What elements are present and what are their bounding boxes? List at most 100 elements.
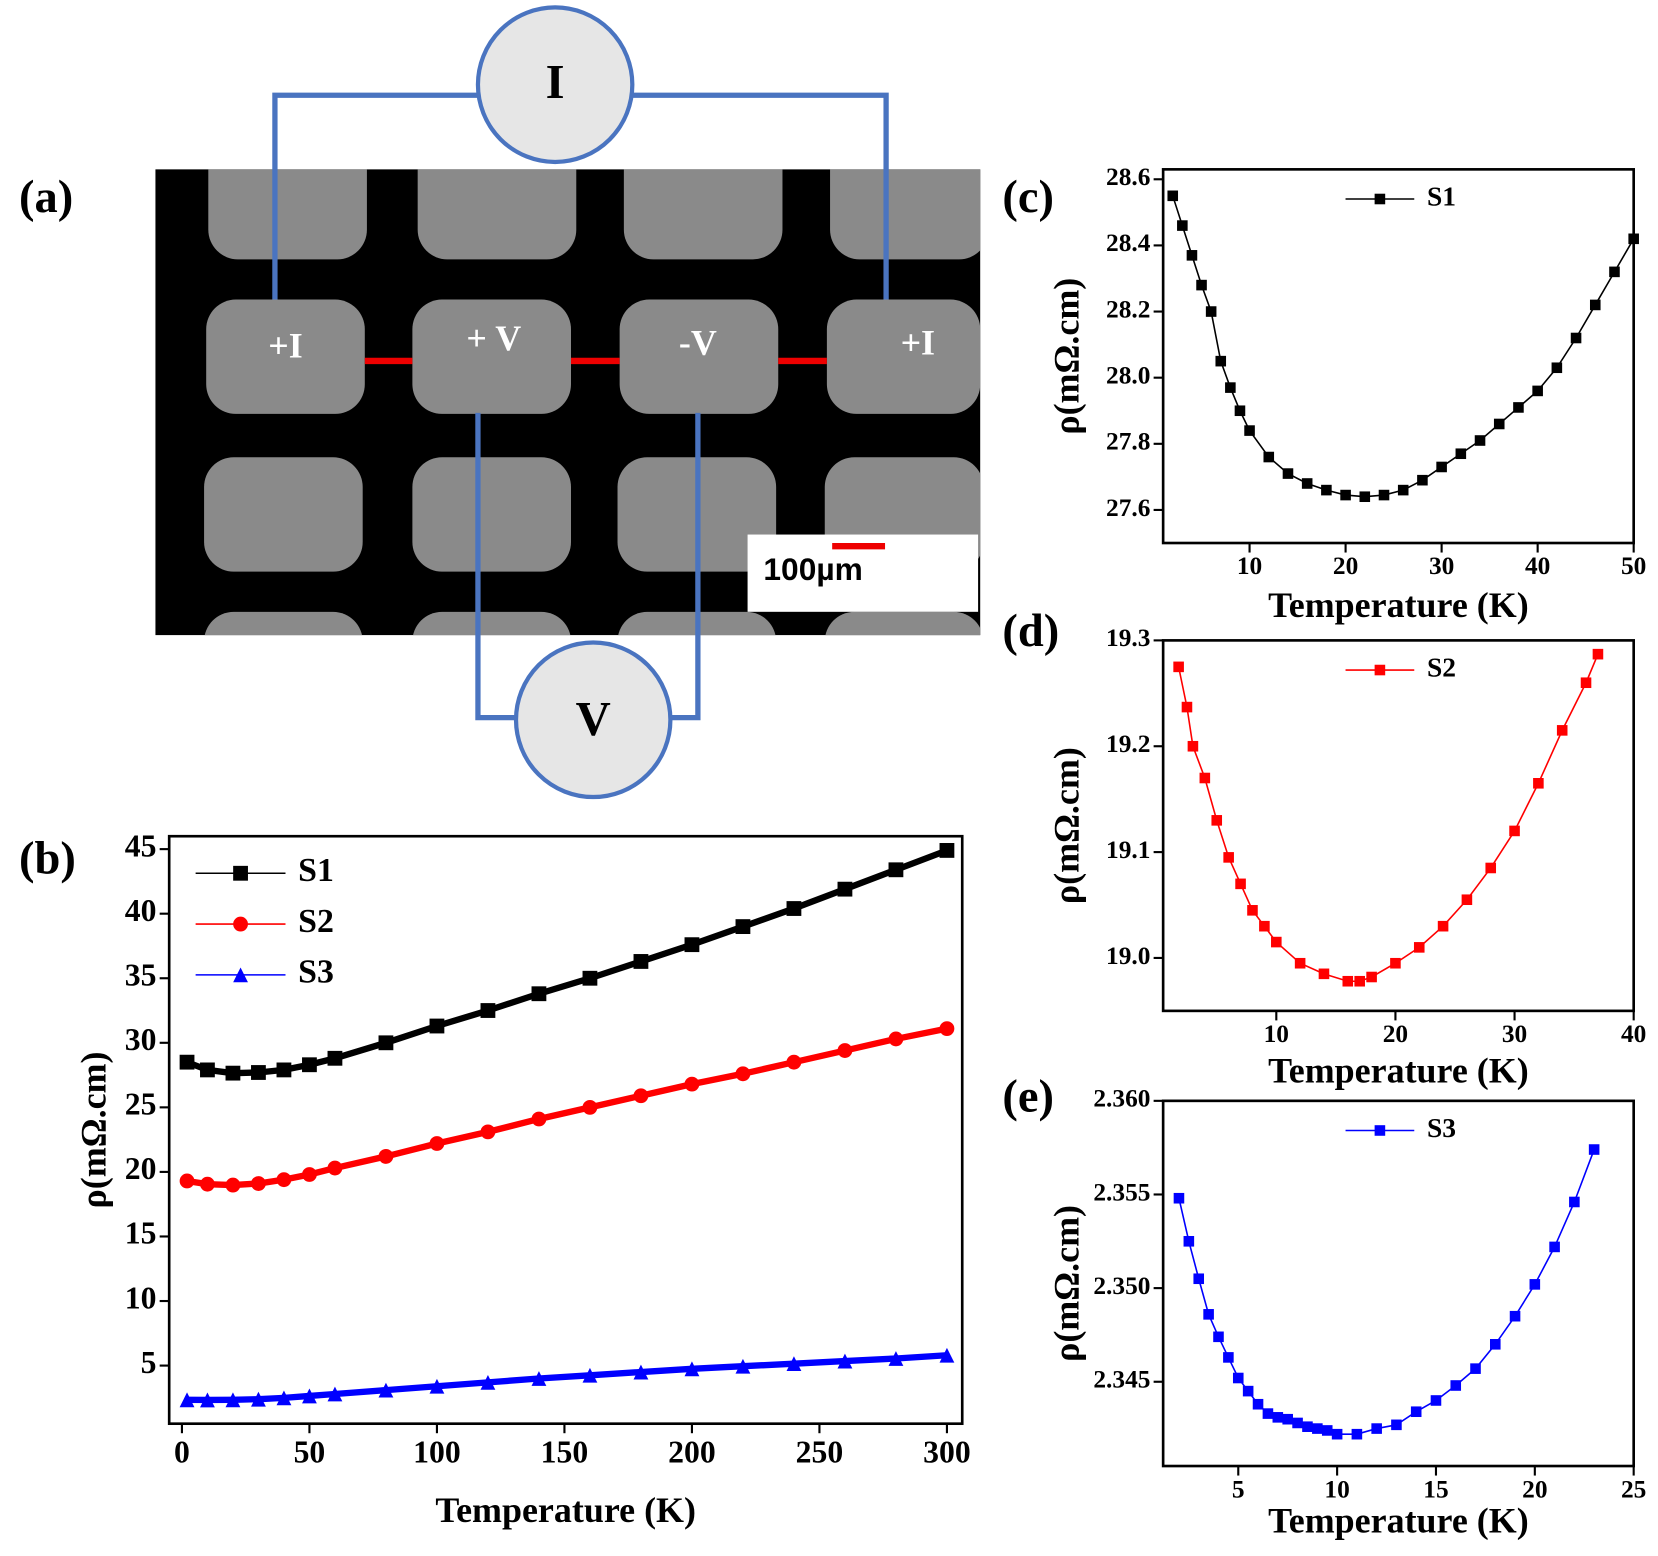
y-axis-label: ρ(mΩ.cm) xyxy=(1046,278,1086,435)
plot-frame xyxy=(1161,639,1636,1013)
data-point xyxy=(1549,1241,1560,1253)
data-point xyxy=(1272,1412,1284,1423)
data-point xyxy=(1342,975,1354,987)
data-point xyxy=(1378,489,1390,501)
data-point xyxy=(786,901,802,916)
data-point xyxy=(1292,1417,1303,1429)
panel-label: (d) xyxy=(1002,606,1059,657)
data-point xyxy=(1321,484,1332,496)
data-point xyxy=(1533,778,1544,789)
x-tick-label: 25 xyxy=(1621,1475,1646,1503)
data-point xyxy=(888,862,904,878)
data-point xyxy=(200,1176,215,1192)
data-point xyxy=(302,1388,317,1404)
y-tick-label: 27.8 xyxy=(1106,428,1150,456)
data-point xyxy=(1592,648,1604,660)
data-point xyxy=(1294,957,1306,969)
data-point xyxy=(1321,1425,1333,1436)
x-tick-label: 5 xyxy=(1232,1475,1245,1503)
panel-label: (a) xyxy=(19,172,73,223)
data-point xyxy=(1366,971,1377,983)
x-tick-label: 10 xyxy=(1324,1475,1349,1503)
legend-marker xyxy=(233,865,248,881)
data-point xyxy=(1187,740,1199,752)
data-point xyxy=(276,1062,292,1078)
data-point xyxy=(888,1031,904,1047)
y-tick-label: 28.0 xyxy=(1106,361,1150,389)
data-point xyxy=(225,1177,241,1193)
data-point xyxy=(888,1351,904,1366)
current-meter xyxy=(475,5,635,165)
data-point xyxy=(1417,474,1428,486)
data-point xyxy=(1282,1413,1293,1425)
data-point xyxy=(735,919,751,935)
legend-label: S2 xyxy=(1427,651,1456,682)
data-point xyxy=(1371,1423,1382,1434)
scale-label: 100µm xyxy=(763,551,862,587)
data-point xyxy=(837,1043,853,1058)
data-point xyxy=(251,1391,266,1407)
data-point xyxy=(429,1018,445,1034)
y-axis-label: ρ(mΩ.cm) xyxy=(1046,1205,1086,1362)
data-point xyxy=(480,1124,496,1140)
x-tick-label: 100 xyxy=(413,1435,461,1470)
data-point xyxy=(1234,405,1246,417)
data-point xyxy=(1223,1352,1234,1363)
data-point xyxy=(1354,975,1365,987)
data-point xyxy=(1391,1419,1402,1431)
y-axis-label: ρ(mΩ.cm) xyxy=(74,1051,114,1208)
data-point xyxy=(225,1065,241,1081)
data-point xyxy=(1569,1196,1580,1208)
data-point xyxy=(939,1347,955,1363)
x-tick-label: 15 xyxy=(1423,1475,1448,1503)
wires xyxy=(272,92,889,721)
legend-label: S1 xyxy=(298,852,334,889)
panel-label: (b) xyxy=(19,833,76,884)
x-tick-label: 20 xyxy=(1383,1020,1408,1048)
data-point xyxy=(1470,1363,1481,1374)
x-tick-label: 30 xyxy=(1429,552,1454,580)
data-point xyxy=(1173,661,1184,673)
data-point xyxy=(225,1392,241,1408)
x-tick-label: 20 xyxy=(1333,552,1358,580)
y-tick-label: 40 xyxy=(125,893,157,928)
data-point xyxy=(1301,478,1313,489)
data-point xyxy=(735,1066,751,1082)
data-point xyxy=(633,1088,649,1104)
data-point xyxy=(1211,815,1223,826)
panel-label: (e) xyxy=(1002,1072,1054,1123)
plot-frame xyxy=(1161,168,1636,545)
data-point xyxy=(251,1065,266,1080)
legend-marker xyxy=(1374,193,1386,205)
data-point xyxy=(1430,1395,1442,1406)
data-point xyxy=(1199,772,1211,784)
data-point xyxy=(1410,1406,1422,1418)
data-point xyxy=(327,1386,343,1402)
panel-label: (c) xyxy=(1002,172,1054,223)
contact-label: +I xyxy=(268,326,302,366)
data-point xyxy=(1474,435,1486,446)
data-point xyxy=(480,1374,496,1390)
legend-label: S1 xyxy=(1427,180,1456,211)
data-point xyxy=(1196,279,1207,291)
data-point xyxy=(1340,489,1351,501)
data-point xyxy=(1489,1339,1501,1350)
data-point xyxy=(1235,878,1246,890)
x-tick-label: 50 xyxy=(1621,552,1646,580)
data-point xyxy=(1331,1428,1343,1440)
data-point xyxy=(939,1021,955,1037)
data-point xyxy=(1493,418,1505,430)
y-tick-label: 19.1 xyxy=(1106,836,1150,864)
data-point xyxy=(684,1361,700,1377)
data-point xyxy=(1183,1236,1195,1247)
contact-label: +I xyxy=(901,322,935,362)
data-point xyxy=(1513,402,1524,413)
data-point xyxy=(1262,1408,1274,1419)
y-tick-label: 2.345 xyxy=(1093,1366,1150,1394)
x-tick-label: 40 xyxy=(1621,1020,1646,1048)
data-point xyxy=(1205,306,1217,317)
data-point xyxy=(1193,1273,1205,1285)
data-point xyxy=(302,1167,317,1182)
data-point xyxy=(179,1054,195,1070)
